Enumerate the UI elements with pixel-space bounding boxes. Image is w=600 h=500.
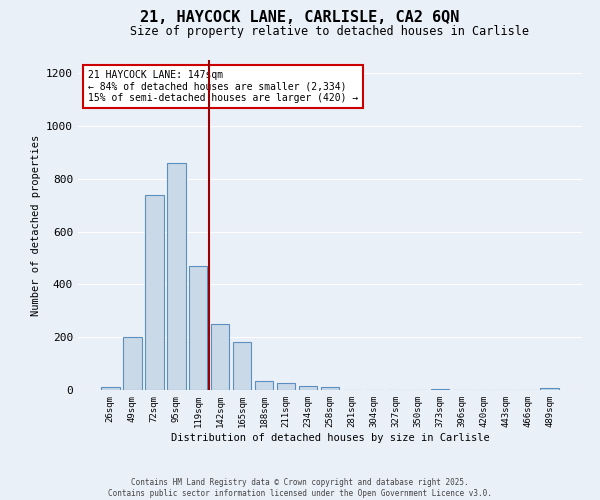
Bar [211,324,229,390]
Text: 21 HAYCOCK LANE: 147sqm
← 84% of detached houses are smaller (2,334)
15% of semi: 21 HAYCOCK LANE: 147sqm ← 84% of detache… [88,70,358,103]
Text: Contains HM Land Registry data © Crown copyright and database right 2025.
Contai: Contains HM Land Registry data © Crown c… [108,478,492,498]
Bar [541,388,559,390]
X-axis label: Distribution of detached houses by size in Carlisle: Distribution of detached houses by size … [170,432,490,442]
Bar [320,387,340,390]
Bar [233,342,251,390]
Y-axis label: Number of detached properties: Number of detached properties [31,134,41,316]
Bar [101,388,119,390]
Bar [167,163,185,390]
Bar [431,388,449,390]
Text: 21, HAYCOCK LANE, CARLISLE, CA2 6QN: 21, HAYCOCK LANE, CARLISLE, CA2 6QN [140,10,460,25]
Title: Size of property relative to detached houses in Carlisle: Size of property relative to detached ho… [131,25,530,38]
Bar [123,337,142,390]
Bar [277,384,295,390]
Bar [189,266,208,390]
Bar [145,194,164,390]
Bar [299,386,317,390]
Bar [255,381,274,390]
